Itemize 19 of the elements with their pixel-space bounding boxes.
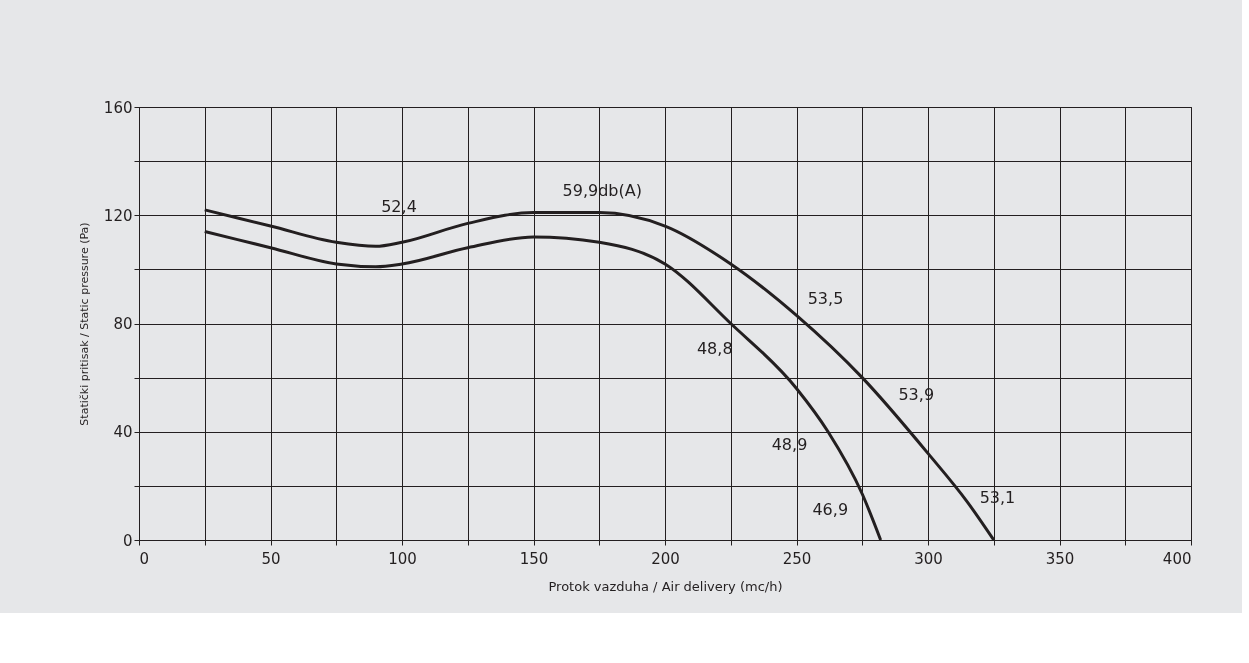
y-tick-label: 160 [103, 98, 133, 117]
y-axis-title: Statički pritisak / Static pressure (Pa) [77, 222, 91, 426]
annotation: 48,8 [696, 338, 733, 358]
x-tick-label: 200 [651, 549, 680, 568]
annotation: 53,5 [807, 289, 844, 309]
annotation: 46,9 [812, 499, 849, 519]
y-tick-label: 120 [103, 206, 133, 225]
y-tick-label: 40 [113, 423, 133, 442]
x-axis-title: Protok vazduha / Air delivery (mc/h) [548, 578, 783, 594]
x-tick-label: 350 [1045, 549, 1075, 568]
x-tick-label: 0 [139, 549, 150, 568]
x-tick-label: 100 [388, 549, 417, 568]
x-tick-label: 400 [1162, 549, 1192, 568]
x-tick-label: 300 [914, 549, 943, 568]
x-tick-label: 50 [261, 549, 281, 568]
x-tick-label: 150 [519, 549, 549, 568]
x-tick-label: 250 [782, 549, 812, 568]
y-tick-label: 0 [122, 531, 133, 550]
y-tick-label: 80 [113, 315, 133, 333]
